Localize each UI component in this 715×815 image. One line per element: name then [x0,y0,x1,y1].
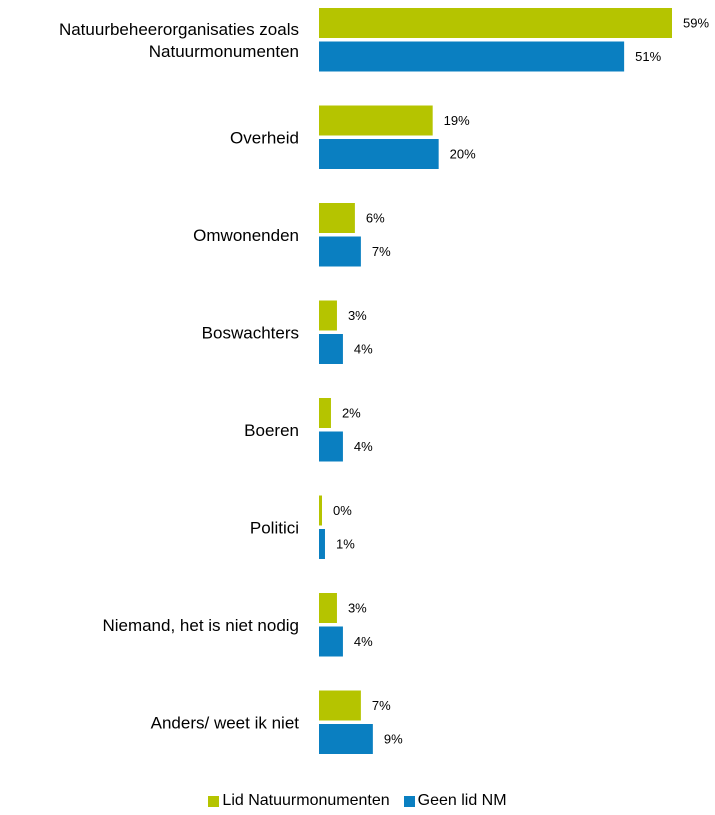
bar-lid-natuurmonumenten [319,593,337,623]
bar-lid-natuurmonumenten [319,105,433,136]
category-label: Natuurbeheerorganisaties zoals [59,20,299,39]
category-label: Boswachters [202,323,299,342]
data-label: 4% [354,342,373,357]
data-label: 3% [348,601,367,616]
data-label: 2% [342,406,361,421]
legend-label-lid: Lid Natuurmonumenten [222,792,390,809]
data-label: 6% [366,211,385,226]
bar-lid-natuurmonumenten [319,8,672,38]
legend-item-lid: Lid Natuurmonumenten [208,792,390,810]
bar-lid-natuurmonumenten [319,203,355,233]
bar-geen-lid-nm [319,334,343,364]
data-label: 7% [372,698,391,713]
legend-label-geen-lid: Geen lid NM [417,792,507,809]
bar-chart: Natuurbeheerorganisaties zoals Natuurmonu… [59,8,709,754]
data-label: 3% [348,308,367,323]
data-label: 4% [354,634,373,649]
bar-geen-lid-nm [319,236,361,267]
data-label: 51% [635,49,661,64]
bar-geen-lid-nm [319,724,373,754]
bar-lid-natuurmonumenten [319,300,337,331]
data-label: 4% [354,439,373,454]
data-label: 7% [372,244,391,259]
data-label: 1% [336,537,355,552]
category-label: Politici [250,518,299,537]
bar-lid-natuurmonumenten [319,398,331,428]
legend-swatch-lid [208,795,220,807]
bar-lid-natuurmonumenten [319,690,361,721]
legend-swatch-geen-lid [403,795,415,807]
bar-geen-lid-nm [319,529,325,559]
data-label: 9% [384,732,403,747]
legend-item-geen-lid: Geen lid NM [403,792,507,810]
bar-geen-lid-nm [319,41,625,72]
data-label: 0% [333,503,352,518]
bar-lid-natuurmonumenten [319,495,322,526]
category-label: Natuurmonumenten [149,42,299,61]
category-label: Overheid [230,128,299,147]
data-label: 19% [444,113,470,128]
category-label: Omwonenden [193,226,299,245]
category-label: Anders/ weet ik niet [151,713,300,732]
data-label: 20% [450,147,476,162]
bar-geen-lid-nm [319,431,343,462]
category-label: Boeren [244,421,299,440]
bar-geen-lid-nm [319,139,439,169]
category-label: Niemand, het is niet nodig [102,616,299,635]
bar-geen-lid-nm [319,626,343,657]
data-label: 59% [683,16,709,31]
legend: Lid Natuurmonumenten Geen lid NM [0,792,715,810]
